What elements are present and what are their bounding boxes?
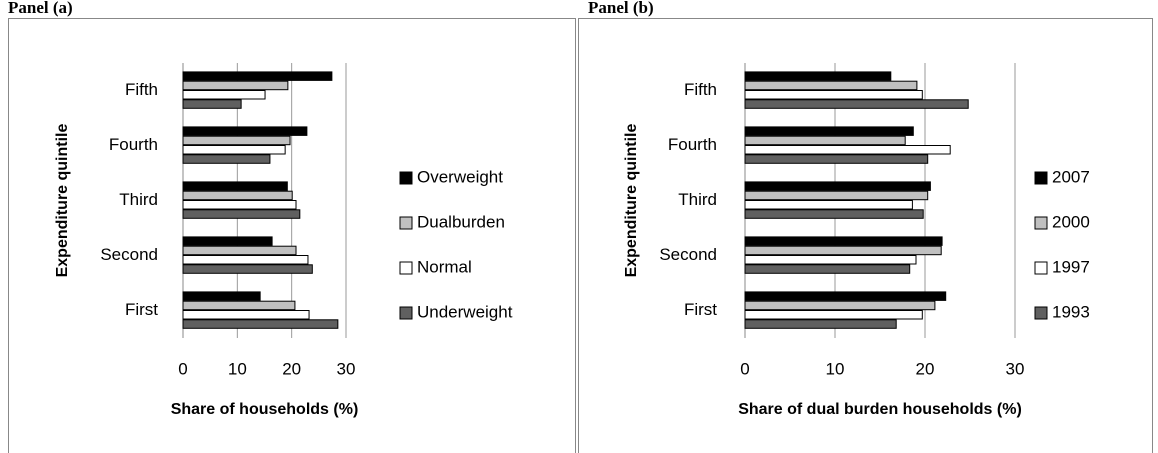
bar: [182, 200, 297, 210]
x-tick-label: 30: [1006, 359, 1025, 378]
y-axis-label: Expenditure quintile: [54, 124, 71, 278]
y-tick-label: Second: [659, 245, 717, 264]
bar: [744, 181, 931, 191]
x-tick-label: 20: [282, 359, 301, 378]
bar: [182, 310, 310, 320]
bar: [182, 190, 293, 201]
bar: [182, 236, 273, 246]
y-tick-label: Second: [100, 245, 158, 264]
legend-label: 2007: [1052, 167, 1090, 186]
bar: [182, 135, 291, 146]
bar: [744, 126, 914, 136]
x-tick-label: 20: [916, 359, 935, 378]
legend-label: 1997: [1052, 257, 1090, 276]
bar: [182, 145, 286, 155]
legend-swatch: [399, 216, 413, 230]
y-tick-label: First: [125, 300, 158, 319]
bar: [182, 80, 289, 91]
legend-swatch: [1034, 171, 1048, 185]
bar: [744, 90, 923, 100]
legend-swatch: [399, 171, 413, 185]
x-tick-label: 10: [826, 359, 845, 378]
y-tick-label: Fifth: [125, 80, 158, 99]
x-tick-label: 10: [228, 359, 247, 378]
legend-swatch: [1034, 261, 1048, 275]
bar: [744, 310, 923, 320]
y-tick-label: First: [684, 300, 717, 319]
bar: [182, 154, 271, 164]
x-axis-label: Share of households (%): [171, 401, 359, 418]
panel-title: Panel (a): [8, 0, 73, 17]
bar: [744, 319, 897, 329]
y-axis-label: Expenditure quintile: [623, 124, 640, 278]
legend-label: Overweight: [417, 167, 503, 186]
bar: [182, 99, 242, 109]
y-tick-label: Fourth: [668, 135, 717, 154]
legend-swatch: [1034, 306, 1048, 320]
legend-label: 1993: [1052, 302, 1090, 321]
x-tick-label: 30: [337, 359, 356, 378]
bar: [182, 181, 288, 191]
bar: [744, 99, 969, 109]
panel-title: Panel (b): [588, 0, 654, 17]
bar: [182, 264, 313, 274]
legend-swatch: [399, 306, 413, 320]
bar: [182, 255, 309, 265]
legend-label: Dualburden: [417, 212, 505, 231]
bar: [744, 190, 929, 201]
bar: [744, 154, 929, 164]
bar: [182, 71, 333, 81]
bar: [744, 236, 943, 246]
bar: [744, 209, 924, 219]
x-tick-label: 0: [178, 359, 187, 378]
bar: [744, 80, 918, 91]
legend-label: Normal: [417, 257, 472, 276]
bar: [182, 319, 339, 329]
x-axis-label: Share of dual burden households (%): [738, 401, 1022, 418]
y-tick-label: Third: [678, 190, 717, 209]
bar: [744, 255, 917, 265]
y-tick-label: Third: [119, 190, 158, 209]
legend-swatch: [1034, 216, 1048, 230]
bar: [744, 245, 942, 256]
bar: [744, 264, 911, 274]
bar: [182, 291, 261, 301]
bar: [744, 300, 936, 311]
legend-label: 2000: [1052, 212, 1090, 231]
bar: [744, 145, 951, 155]
bar: [744, 291, 947, 301]
panel-frame: [578, 18, 1153, 453]
x-tick-label: 0: [740, 359, 749, 378]
bar: [182, 126, 308, 136]
y-tick-label: Fifth: [684, 80, 717, 99]
bar: [182, 300, 296, 311]
bar: [744, 71, 892, 81]
legend-swatch: [399, 261, 413, 275]
bar: [744, 200, 913, 210]
y-tick-label: Fourth: [109, 135, 158, 154]
panel-frame: [8, 18, 576, 453]
bar: [744, 135, 906, 146]
bar: [182, 209, 301, 219]
bar: [182, 90, 266, 100]
legend-label: Underweight: [417, 302, 513, 321]
bar: [182, 245, 297, 256]
